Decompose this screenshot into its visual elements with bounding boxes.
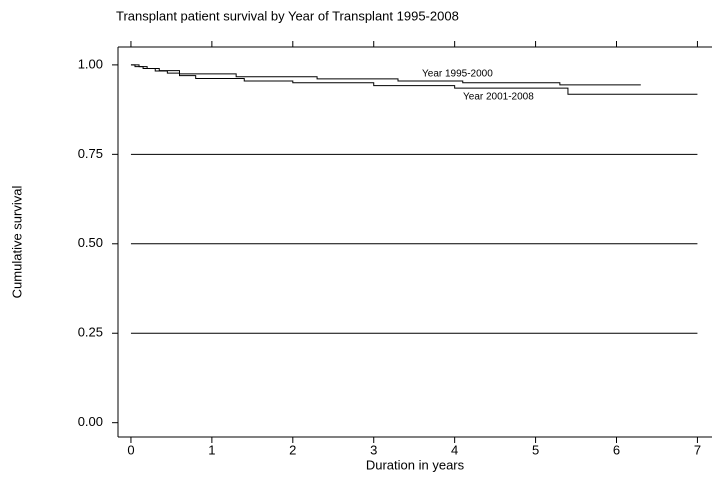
series-label: Year 1995-2000 [422, 69, 493, 80]
y-tick-label: 0.50 [78, 235, 103, 250]
x-tick-label: 1 [208, 442, 215, 457]
x-tick-label: 5 [532, 442, 539, 457]
x-axis-label: Duration in years [366, 457, 465, 472]
survival-curve [130, 64, 698, 95]
survival-curve [130, 64, 641, 86]
chart-title: Transplant patient survival by Year of T… [116, 8, 459, 23]
y-axis-label: Cumulative survival [9, 186, 24, 299]
y-tick-label: 0.75 [78, 146, 103, 161]
x-tick-label: 0 [127, 442, 134, 457]
y-tick-label: 0.00 [78, 414, 103, 429]
x-tick-label: 3 [370, 442, 377, 457]
x-tick-label: 2 [289, 442, 296, 457]
y-tick-label: 1.00 [78, 56, 103, 71]
series-label: Year 2001-2008 [463, 92, 534, 103]
x-tick-label: 7 [694, 442, 701, 457]
x-tick-label: 6 [613, 442, 620, 457]
x-tick-label: 4 [451, 442, 458, 457]
y-tick-label: 0.25 [78, 325, 103, 340]
